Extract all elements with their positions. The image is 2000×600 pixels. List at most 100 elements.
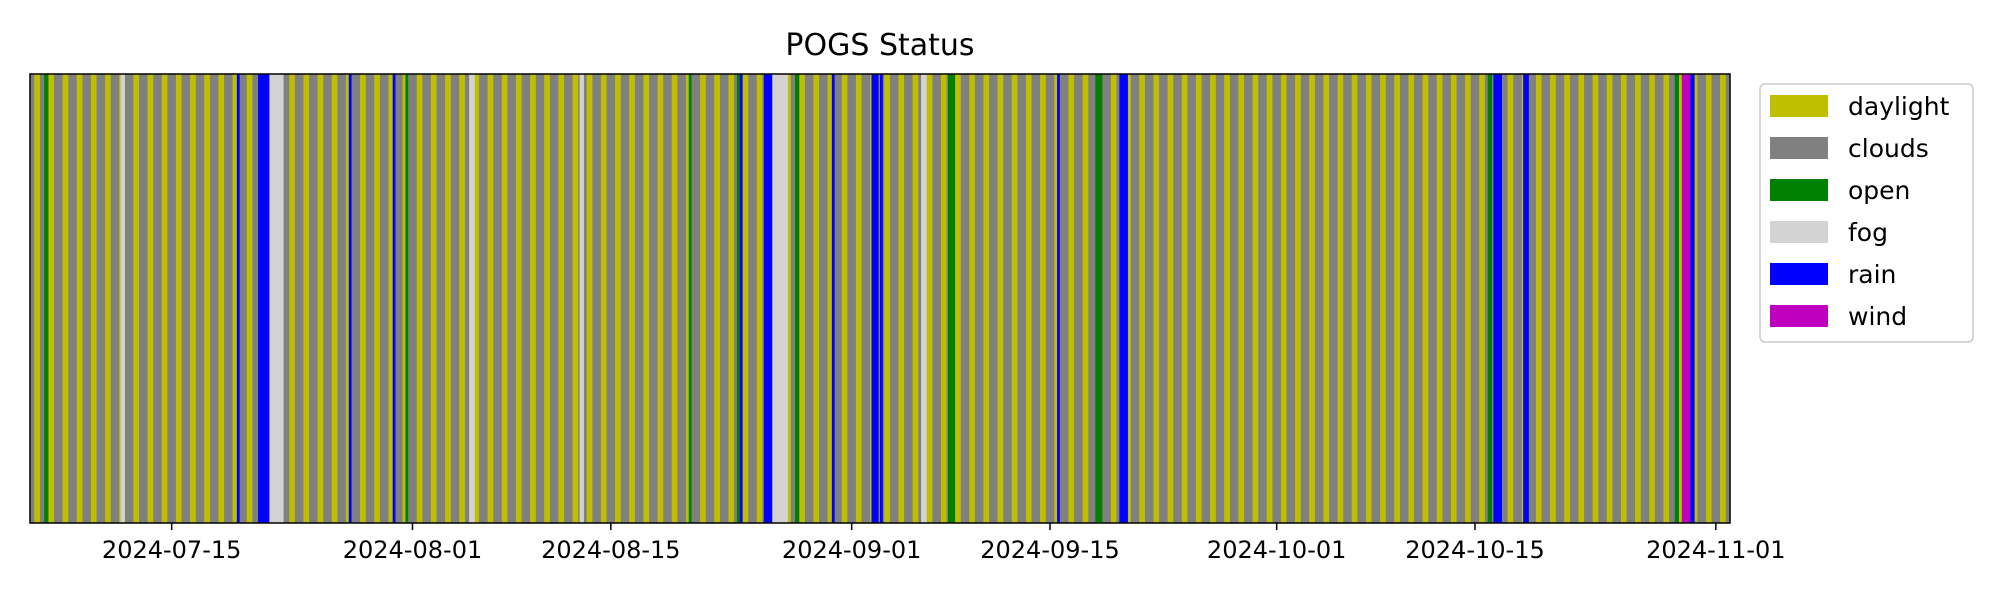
daylight-bar — [997, 74, 1004, 523]
daylight-bar — [1351, 74, 1358, 523]
daylight-bar — [615, 74, 621, 523]
fog-interval — [469, 74, 475, 523]
daylight-bar — [190, 74, 196, 523]
daylight-bar — [1054, 74, 1060, 523]
legend-label-clouds: clouds — [1848, 134, 1929, 163]
daylight-bar — [1705, 74, 1712, 523]
x-tick-label: 2024-11-01 — [1646, 536, 1785, 564]
fog-interval — [921, 74, 927, 523]
daylight-bar — [1649, 74, 1655, 523]
fog-interval — [120, 74, 125, 523]
daylight-bar — [1181, 74, 1188, 523]
daylight-bar — [246, 74, 253, 523]
open-interval — [736, 74, 740, 523]
open-interval — [405, 74, 409, 523]
daylight-bar — [1082, 74, 1089, 523]
daylight-bar — [700, 74, 706, 523]
daylight-bar — [1040, 74, 1046, 523]
daylight-bar — [600, 74, 607, 523]
rain-interval — [1523, 74, 1529, 523]
daylight-bar — [1380, 74, 1386, 523]
daylight-bar — [671, 74, 678, 523]
daylight-bar — [1110, 74, 1117, 523]
rain-interval — [871, 74, 879, 523]
x-tick-label: 2024-08-15 — [541, 536, 680, 564]
daylight-bar — [1139, 74, 1145, 523]
legend-swatch-daylight — [1770, 95, 1828, 117]
daylight-bar — [742, 74, 749, 523]
rain-interval — [739, 74, 743, 523]
daylight-bar — [1436, 74, 1443, 523]
legend-swatch-fog — [1770, 221, 1828, 243]
legend-swatch-rain — [1770, 263, 1828, 285]
x-axis: 2024-07-15 2024-08-01 2024-08-15 2024-09-01… — [102, 523, 1786, 564]
daylight-bar — [501, 74, 508, 523]
legend-swatch-wind — [1770, 305, 1828, 327]
daylight-bar — [912, 74, 919, 523]
daylight-bar — [1422, 74, 1429, 523]
rain-interval — [1057, 74, 1060, 523]
daylight-bar — [572, 74, 579, 523]
open-interval — [948, 74, 956, 523]
daylight-bar — [515, 74, 522, 523]
daylight-bar — [629, 74, 635, 523]
fog-interval — [772, 74, 788, 523]
daylight-bar — [232, 74, 239, 523]
daylight-bar — [105, 74, 111, 523]
daylight-bar — [1068, 74, 1075, 523]
chart-title: POGS Status — [785, 28, 974, 63]
legend-swatch-clouds — [1770, 137, 1828, 159]
daylight-bar — [926, 74, 933, 523]
daylight-bar — [1238, 74, 1245, 523]
daylight-bar — [1224, 74, 1230, 523]
legend-label-wind: wind — [1848, 302, 1907, 331]
rain-interval — [763, 74, 773, 523]
daylight-bar — [1323, 74, 1330, 523]
legend: daylight clouds open fog rain wind — [1759, 83, 1974, 343]
daylight-bar — [1465, 74, 1471, 523]
daylight-bar — [1592, 74, 1599, 523]
daylight-bar — [1550, 74, 1556, 523]
legend-label-daylight: daylight — [1848, 92, 1950, 121]
daylight-bar — [1507, 74, 1514, 523]
daylight-bar — [855, 74, 862, 523]
daylight-bar — [388, 74, 395, 523]
plot-frame — [29, 73, 1731, 524]
daylight-bar — [1620, 74, 1627, 523]
daylight-bar — [1266, 74, 1273, 523]
daylight-bar — [643, 74, 650, 523]
daylight-bar — [430, 74, 437, 523]
fog-interval — [269, 74, 284, 523]
daylight-bar — [813, 74, 820, 523]
daylight-bar — [1280, 74, 1287, 523]
open-interval — [1674, 74, 1679, 523]
daylight-bar — [487, 74, 494, 523]
x-tick-label: 2024-08-01 — [343, 536, 482, 564]
daylight-bar — [1295, 74, 1301, 523]
daylight-bar — [1167, 74, 1174, 523]
daylight-bar — [175, 74, 182, 523]
daylight-bar — [1535, 74, 1542, 523]
open-interval — [44, 74, 49, 523]
open-interval — [1095, 74, 1103, 523]
daylight-bar — [473, 74, 480, 523]
x-tick-label: 2024-10-01 — [1207, 536, 1346, 564]
daylight-bar — [544, 74, 550, 523]
daylight-bar — [90, 74, 97, 523]
daylight-bar — [133, 74, 140, 523]
daylight-bar — [728, 74, 735, 523]
daylight-bar — [374, 74, 380, 523]
open-interval — [795, 74, 800, 523]
daylight-bar — [1606, 74, 1613, 523]
daylight-bar — [1011, 74, 1018, 523]
daylight-bar — [459, 74, 465, 523]
x-tick-label: 2024-09-01 — [782, 536, 921, 564]
daylight-bar — [1450, 74, 1457, 523]
daylight-bar — [955, 74, 961, 523]
wind-interval — [1681, 74, 1691, 523]
rain-interval — [1690, 74, 1695, 523]
daylight-bar — [586, 74, 593, 523]
daylight-bar — [657, 74, 664, 523]
daylight-bar — [34, 74, 40, 523]
